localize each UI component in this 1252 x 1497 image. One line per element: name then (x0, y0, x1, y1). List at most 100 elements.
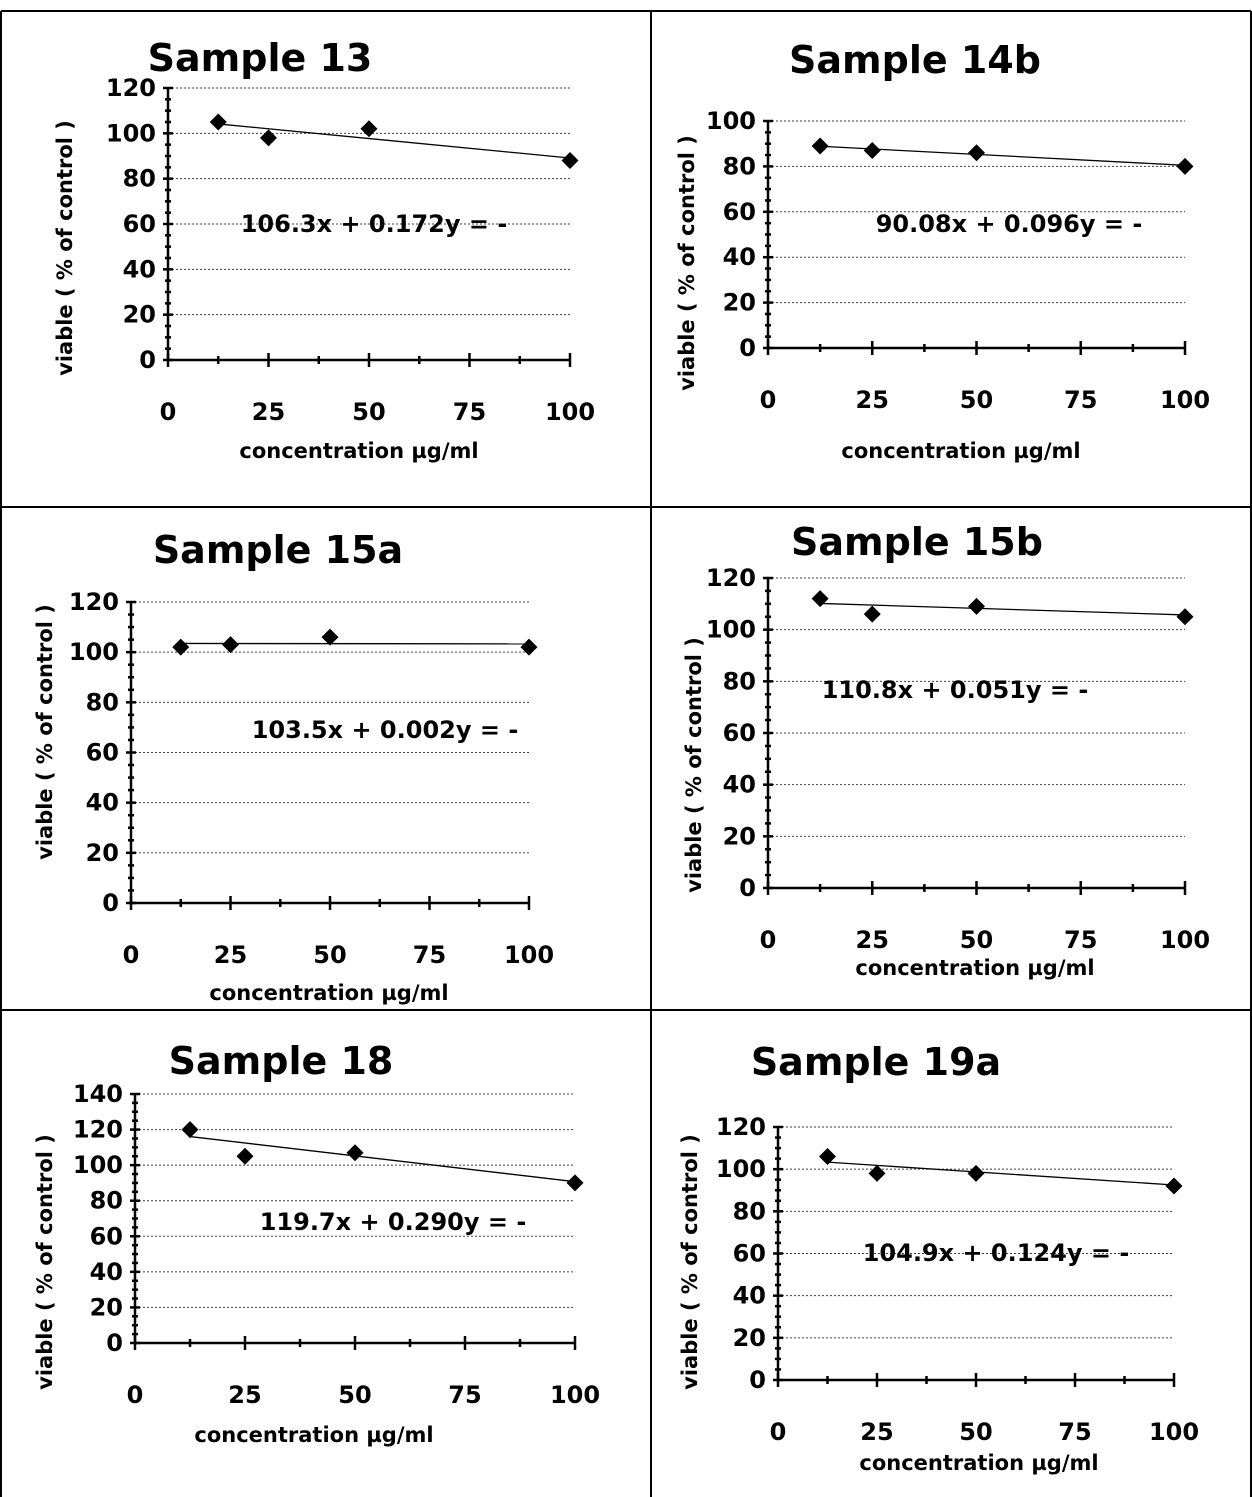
x-tick-label: 50 (352, 398, 385, 426)
data-point (172, 638, 190, 656)
data-point (863, 142, 881, 160)
trendline-equation: 119.7x + 0.290y = - (260, 1208, 527, 1236)
y-tick-label: 40 (86, 789, 119, 817)
y-tick-label: 20 (86, 839, 119, 867)
trendline (218, 123, 571, 159)
x-tick-label: 50 (338, 1381, 371, 1409)
x-tick-label: 0 (160, 398, 177, 426)
x-axis-label: concentration µg/ml (841, 439, 1080, 463)
y-tick-label: 120 (69, 588, 119, 616)
data-point (181, 1121, 199, 1139)
y-tick-label: 20 (723, 289, 756, 317)
data-point (260, 129, 277, 147)
y-axis-label: viable ( % of control ) (53, 120, 77, 376)
trendline-equation: 104.9x + 0.124y = - (863, 1239, 1130, 1267)
data-point (209, 113, 227, 131)
data-point (1176, 157, 1194, 175)
data-point (1176, 608, 1194, 626)
y-tick-label: 120 (73, 1116, 123, 1144)
plot-area: 0 20 40 60 80 100 120 140 0 25 50 75 100 (73, 1080, 600, 1409)
y-axis-label: viable ( % of control ) (682, 637, 706, 893)
y-tick-label: 80 (123, 165, 156, 193)
y-tick-label: 40 (733, 1282, 766, 1310)
y-tick-label: 100 (716, 1155, 766, 1183)
y-tick-label: 60 (723, 719, 756, 747)
data-point (868, 1164, 886, 1182)
data-point (1165, 1177, 1183, 1195)
x-tick-label: 25 (228, 1381, 261, 1409)
chart-title: Sample 15a (153, 528, 403, 572)
y-axis-label: viable ( % of control ) (33, 604, 57, 860)
y-tick-label: 0 (739, 874, 756, 902)
y-tick-label: 0 (102, 889, 119, 917)
x-tick-label: 50 (960, 926, 993, 954)
chart-title: Sample 15b (791, 520, 1043, 564)
x-tick-label: 75 (453, 398, 486, 426)
data-point (360, 120, 378, 138)
y-tick-label: 80 (86, 688, 119, 716)
y-tick-label: 60 (90, 1222, 123, 1250)
data-point (321, 628, 339, 646)
x-tick-label: 0 (760, 926, 777, 954)
y-axis-label: viable ( % of control ) (33, 1134, 57, 1390)
y-tick-label: 0 (739, 334, 756, 362)
y-tick-label: 120 (106, 74, 156, 102)
y-tick-label: 60 (733, 1240, 766, 1268)
data-point (561, 152, 579, 170)
data-point (968, 597, 985, 615)
x-tick-label: 0 (770, 1418, 787, 1446)
x-axis-label: concentration µg/ml (209, 981, 448, 1005)
data-point (346, 1144, 364, 1162)
chart-sample-18: Sample 18 0 20 40 60 80 100 120 140 0 25 50 75 100 c… (33, 1039, 600, 1447)
x-tick-label: 75 (1064, 926, 1097, 954)
data-point (566, 1174, 584, 1192)
x-axis-label: concentration µg/ml (194, 1423, 433, 1447)
y-axis-label: viable ( % of control ) (678, 1134, 702, 1390)
y-tick-label: 140 (73, 1080, 123, 1108)
y-tick-label: 80 (733, 1197, 766, 1225)
y-tick-label: 40 (123, 255, 156, 283)
x-tick-label: 25 (860, 1418, 893, 1446)
y-tick-label: 120 (706, 564, 756, 592)
chart-title: Sample 19a (751, 1040, 1001, 1084)
y-tick-label: 60 (723, 198, 756, 226)
x-tick-label: 75 (1064, 386, 1097, 414)
chart-title: Sample 14b (789, 38, 1041, 82)
data-point (236, 1147, 254, 1165)
x-tick-label: 100 (550, 1381, 600, 1409)
panel-frame (0, 10, 1252, 1497)
chart-title: Sample 13 (148, 36, 373, 80)
y-tick-label: 100 (106, 119, 156, 147)
data-point (968, 144, 985, 162)
y-tick-label: 40 (90, 1258, 123, 1286)
y-tick-label: 80 (723, 667, 756, 695)
x-tick-label: 100 (1149, 1418, 1199, 1446)
y-tick-label: 20 (90, 1293, 123, 1321)
chart-sample-13: Sample 13 0 20 40 60 80 100 120 0 25 50 75 100 conc… (53, 36, 595, 463)
x-tick-label: 100 (1160, 926, 1210, 954)
data-point (222, 636, 239, 654)
y-tick-label: 120 (716, 1113, 766, 1141)
chart-title: Sample 18 (169, 1039, 394, 1083)
x-tick-label: 100 (504, 941, 554, 969)
x-tick-label: 50 (960, 386, 993, 414)
y-tick-label: 100 (706, 616, 756, 644)
plot-area: 0 20 40 60 80 100 0 25 50 75 100 (706, 107, 1210, 414)
data-point (967, 1164, 985, 1182)
x-tick-label: 25 (856, 386, 889, 414)
y-tick-label: 40 (723, 243, 756, 271)
x-tick-label: 75 (1058, 1418, 1091, 1446)
x-tick-label: 0 (123, 941, 140, 969)
data-point (819, 1148, 836, 1166)
trendline (189, 1135, 576, 1183)
x-axis-label: concentration µg/ml (859, 1451, 1098, 1475)
x-tick-label: 25 (856, 926, 889, 954)
x-tick-label: 75 (448, 1381, 481, 1409)
plot-area: 0 20 40 60 80 100 120 0 25 50 75 100 (706, 564, 1210, 954)
y-tick-label: 60 (86, 739, 119, 767)
trendline-equation: 106.3x + 0.172y = - (241, 210, 508, 238)
y-tick-label: 20 (123, 301, 156, 329)
y-tick-label: 100 (73, 1151, 123, 1179)
x-tick-label: 50 (959, 1418, 992, 1446)
